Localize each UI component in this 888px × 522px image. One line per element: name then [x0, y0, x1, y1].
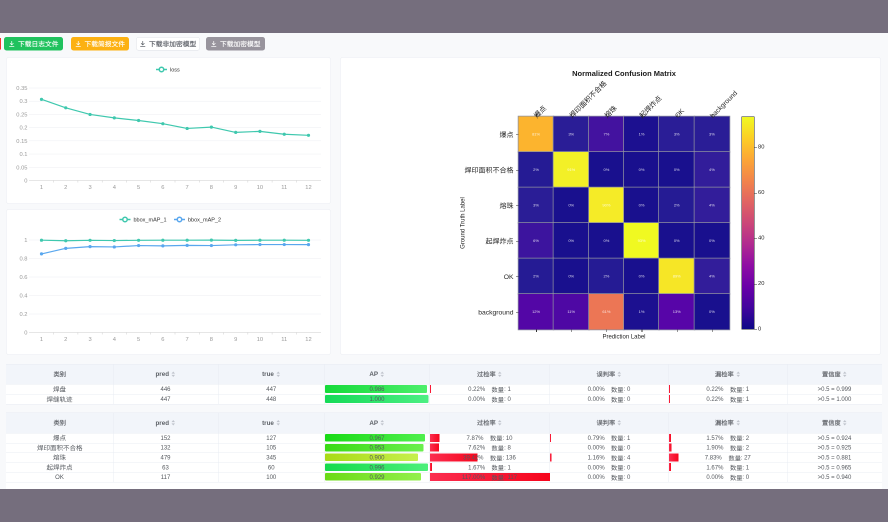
svg-text:0: 0 — [24, 179, 27, 185]
svg-text:0.3: 0.3 — [20, 99, 28, 105]
svg-text:7: 7 — [186, 337, 189, 343]
svg-text:3: 3 — [88, 185, 91, 191]
svg-text:1: 1 — [24, 238, 27, 244]
svg-text:4: 4 — [113, 185, 117, 191]
svg-text:9: 9 — [234, 337, 237, 343]
svg-text:3: 3 — [88, 337, 91, 343]
svg-text:11: 11 — [281, 337, 287, 343]
svg-text:1: 1 — [40, 337, 43, 343]
svg-text:8: 8 — [210, 337, 213, 343]
svg-text:loss: loss — [170, 68, 180, 74]
svg-text:bbox_mAP_2: bbox_mAP_2 — [188, 218, 221, 224]
svg-text:0.25: 0.25 — [16, 112, 27, 118]
svg-text:5: 5 — [137, 337, 140, 343]
svg-text:2: 2 — [64, 185, 67, 191]
svg-text:4: 4 — [113, 337, 117, 343]
svg-text:0.2: 0.2 — [20, 312, 28, 318]
svg-text:8: 8 — [210, 185, 213, 191]
svg-text:6: 6 — [161, 185, 164, 191]
svg-text:bbox_mAP_1: bbox_mAP_1 — [134, 218, 167, 224]
svg-text:0.2: 0.2 — [20, 126, 28, 132]
svg-text:0.05: 0.05 — [16, 165, 27, 171]
svg-text:9: 9 — [234, 185, 237, 191]
svg-text:0.8: 0.8 — [20, 257, 28, 263]
svg-text:11: 11 — [281, 185, 287, 191]
svg-text:2: 2 — [64, 337, 67, 343]
svg-text:0: 0 — [24, 331, 27, 337]
svg-text:6: 6 — [161, 337, 164, 343]
svg-text:0.1: 0.1 — [20, 152, 28, 158]
svg-text:10: 10 — [257, 337, 263, 343]
svg-text:12: 12 — [305, 337, 311, 343]
svg-text:10: 10 — [257, 185, 263, 191]
svg-text:1: 1 — [40, 185, 43, 191]
svg-text:7: 7 — [186, 185, 189, 191]
svg-text:0.35: 0.35 — [16, 86, 27, 92]
svg-text:12: 12 — [305, 185, 311, 191]
svg-text:0.15: 0.15 — [16, 139, 27, 145]
svg-text:5: 5 — [137, 185, 140, 191]
svg-text:0.6: 0.6 — [20, 275, 28, 281]
svg-text:0.4: 0.4 — [20, 294, 29, 300]
